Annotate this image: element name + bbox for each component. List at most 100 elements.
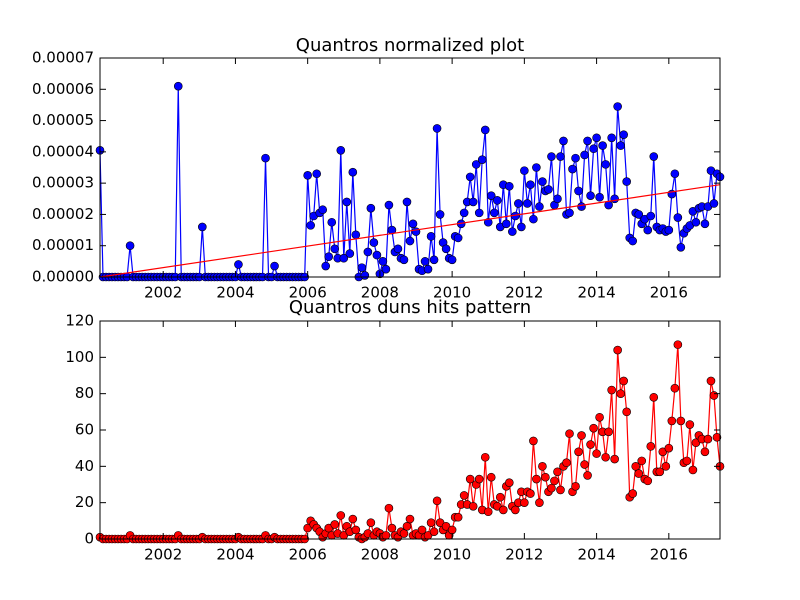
data-point	[616, 389, 625, 398]
x-tick-label: 2002	[144, 546, 182, 564]
data-point	[483, 217, 493, 227]
data-point	[700, 219, 710, 229]
data-point	[607, 133, 616, 143]
data-point	[631, 462, 641, 471]
data-point	[649, 392, 659, 402]
data-point	[505, 181, 514, 191]
data-point	[198, 222, 207, 232]
axes-background	[100, 321, 720, 539]
plot-area	[95, 58, 725, 282]
data-point	[619, 376, 628, 386]
data-point	[634, 210, 644, 219]
data-point	[405, 236, 415, 246]
data-point	[474, 474, 484, 484]
data-point	[441, 244, 451, 254]
data-point	[312, 169, 321, 179]
data-point	[637, 456, 647, 466]
data-point	[589, 144, 598, 154]
data-point	[306, 221, 315, 230]
data-point	[384, 200, 394, 210]
data-point	[399, 529, 409, 538]
data-point	[550, 476, 559, 486]
data-point	[526, 489, 535, 498]
data-point	[336, 511, 346, 520]
data-point	[535, 202, 544, 211]
data-point	[330, 244, 340, 254]
data-point	[366, 518, 376, 527]
x-tick-label: 2014	[577, 546, 615, 564]
data-point	[369, 238, 379, 247]
data-point	[667, 416, 677, 426]
data-point	[234, 260, 243, 269]
data-point	[556, 152, 565, 161]
y-tick-label: 0.00006	[32, 80, 94, 98]
data-point	[324, 252, 334, 261]
data-point	[643, 476, 653, 486]
data-point	[574, 447, 583, 457]
y-tick-label: 40	[75, 457, 94, 475]
data-point	[465, 172, 475, 182]
data-point	[619, 130, 628, 139]
data-point	[628, 489, 638, 498]
data-point	[583, 136, 592, 146]
data-point	[363, 247, 373, 257]
x-tick-label: 2016	[650, 284, 688, 302]
data-point	[351, 230, 361, 240]
data-point	[480, 452, 490, 462]
data-point	[480, 125, 490, 135]
data-point	[538, 462, 547, 471]
y-tick-label: 80	[75, 384, 94, 402]
data-point	[655, 467, 665, 477]
data-point	[489, 208, 499, 218]
x-tick-label: 2006	[289, 284, 327, 302]
data-point	[661, 462, 671, 471]
data-point	[474, 208, 484, 218]
data-point	[547, 152, 556, 161]
data-point	[538, 177, 547, 186]
data-point	[173, 81, 183, 91]
axes-frame	[99, 57, 721, 278]
data-point	[598, 141, 607, 150]
y-tick-label: 0.00004	[32, 142, 94, 160]
x-tick-label: 2010	[433, 284, 471, 302]
data-point	[595, 192, 604, 202]
data-point	[688, 465, 698, 475]
data-point	[399, 255, 409, 265]
data-point	[508, 227, 517, 236]
data-point	[429, 527, 439, 537]
x-tick-label: 2014	[577, 284, 615, 302]
data-point	[526, 180, 535, 190]
data-point	[348, 514, 358, 524]
data-point	[270, 261, 279, 271]
data-point	[492, 196, 502, 205]
data-point	[499, 505, 508, 515]
data-point	[459, 491, 469, 500]
data-point	[366, 203, 376, 213]
y-tick-label: 0.00000	[32, 268, 94, 286]
data-point	[706, 376, 716, 386]
data-point	[468, 197, 478, 207]
data-point	[562, 458, 571, 468]
data-point	[592, 449, 601, 458]
data-point	[393, 244, 403, 254]
data-point	[544, 185, 553, 194]
data-point	[604, 427, 613, 437]
data-point	[378, 257, 388, 266]
data-point	[664, 443, 674, 453]
data-point	[432, 124, 442, 133]
data-point	[700, 447, 710, 457]
data-point	[670, 169, 680, 179]
data-point	[402, 521, 412, 531]
data-point	[541, 472, 550, 482]
data-point	[318, 205, 328, 215]
data-point	[342, 197, 352, 207]
data-point	[520, 498, 529, 507]
data-point	[351, 525, 361, 535]
data-point	[565, 429, 574, 438]
data-point	[580, 150, 589, 160]
data-point	[435, 210, 445, 219]
data-point	[477, 155, 487, 164]
data-point	[345, 249, 355, 258]
data-point	[520, 166, 529, 175]
